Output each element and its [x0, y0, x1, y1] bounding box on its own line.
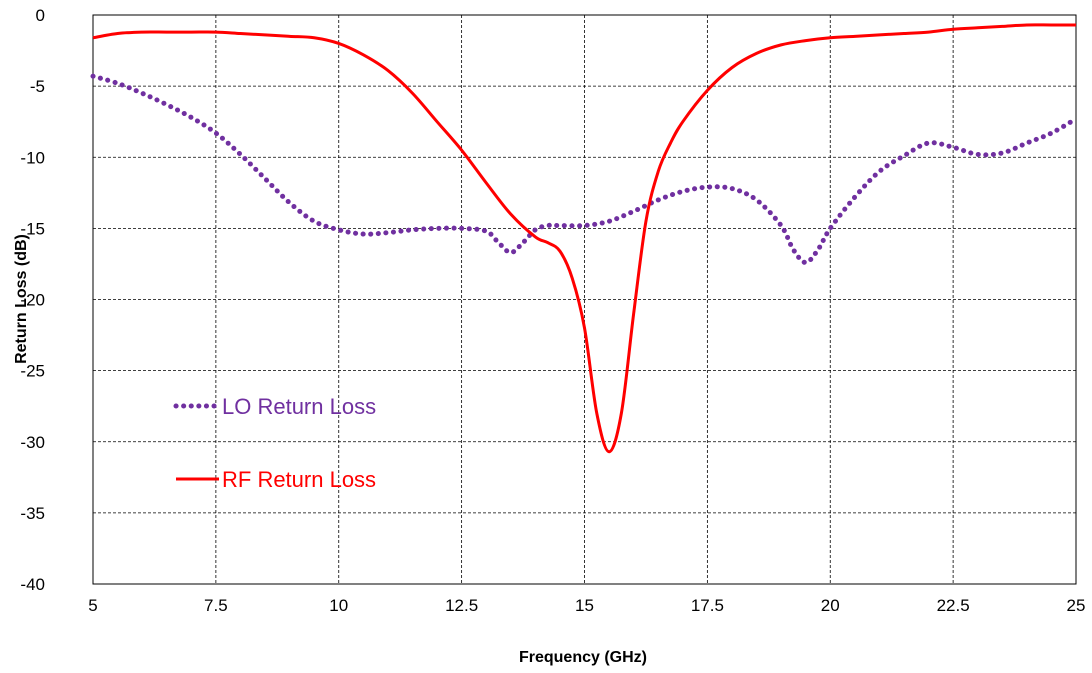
y-tick-label: -15 — [20, 219, 45, 238]
legend-lo-label: LO Return Loss — [222, 394, 376, 419]
x-tick-label: 15 — [575, 596, 594, 615]
x-tick-label: 10 — [329, 596, 348, 615]
y-tick-label: -5 — [30, 77, 45, 96]
y-axis-ticks: 0 -5 -10 -15 -20 -25 -30 -35 -40 — [20, 6, 45, 594]
legend-rf-label: RF Return Loss — [222, 467, 376, 492]
y-axis-title: Return Loss (dB) — [13, 234, 30, 364]
series-rf-return-loss-line — [92, 23, 1076, 454]
series-lo-return-loss-line — [90, 73, 1079, 266]
x-axis-ticks: 5 7.5 10 12.5 15 17.5 20 22.5 25 — [88, 596, 1085, 615]
y-tick-label: 0 — [36, 6, 45, 25]
x-tick-label: 12.5 — [445, 596, 478, 615]
x-tick-label: 7.5 — [204, 596, 228, 615]
x-tick-label: 17.5 — [691, 596, 724, 615]
grid — [93, 15, 1076, 584]
series-layer — [90, 23, 1079, 454]
y-tick-label: -30 — [20, 433, 45, 452]
x-tick-label: 5 — [88, 596, 97, 615]
x-tick-label: 25 — [1067, 596, 1086, 615]
y-tick-label: -10 — [20, 148, 45, 167]
legend: LO Return Loss RF Return Loss — [173, 394, 376, 492]
x-tick-label: 20 — [821, 596, 840, 615]
y-tick-label: -25 — [20, 362, 45, 381]
x-tick-label: 22.5 — [937, 596, 970, 615]
plot-frame — [92, 14, 1077, 585]
y-tick-label: -35 — [20, 504, 45, 523]
y-tick-label: -40 — [20, 575, 45, 594]
x-axis-title: Frequency (GHz) — [519, 649, 647, 666]
y-tick-label: -20 — [20, 291, 45, 310]
